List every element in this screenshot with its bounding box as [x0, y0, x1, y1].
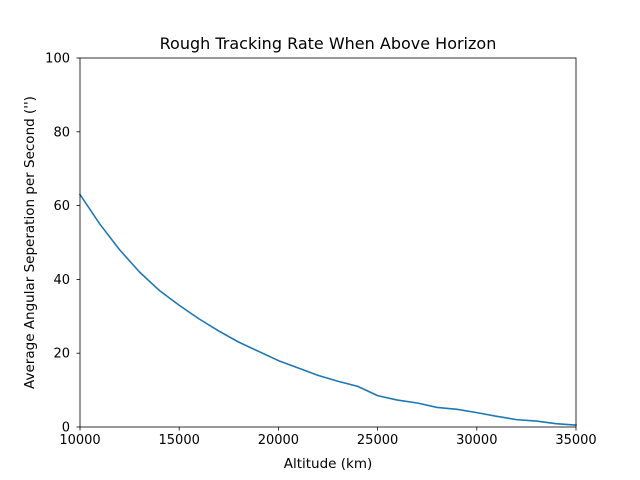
x-tick-label: 15000 — [159, 433, 200, 448]
chart-title: Rough Tracking Rate When Above Horizon — [160, 34, 497, 53]
y-axis-label: Average Angular Seperation per Second ('… — [22, 96, 38, 389]
axes-frame — [79, 57, 577, 428]
y-tick-label: 0 — [62, 421, 70, 436]
x-tick-label: 20000 — [258, 433, 299, 448]
x-tick-label: 30000 — [456, 433, 497, 448]
x-axis: 10000 15000 20000 25000 30000 35000 — [59, 427, 597, 448]
y-tick-label: 20 — [53, 347, 70, 362]
plot-area — [78, 193, 577, 427]
x-axis-label: Altitude (km) — [284, 456, 373, 472]
x-tick-label: 35000 — [555, 433, 596, 448]
y-tick-label: 80 — [53, 125, 70, 140]
series-line-tracking-rate — [78, 193, 577, 427]
y-tick-label: 100 — [45, 52, 70, 67]
y-axis: 0 20 40 60 80 100 — [45, 52, 80, 436]
y-tick-label: 40 — [53, 273, 70, 288]
x-tick-label: 10000 — [59, 433, 100, 448]
x-tick-label: 25000 — [357, 433, 398, 448]
y-tick-label: 60 — [53, 199, 70, 214]
